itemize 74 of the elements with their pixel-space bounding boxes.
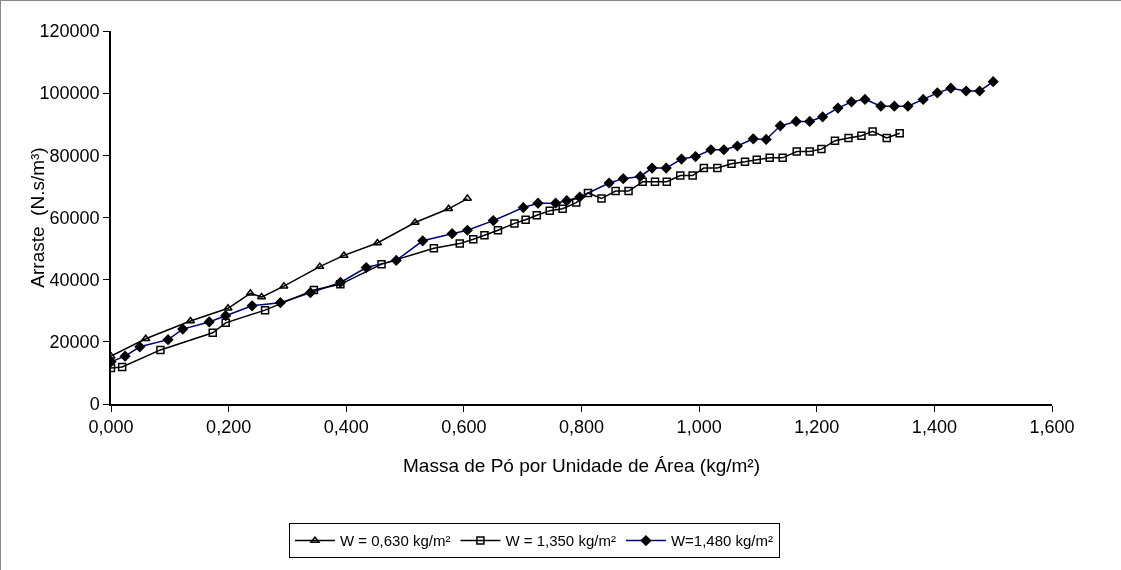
point: [185, 316, 196, 324]
point: [792, 147, 801, 156]
point: [571, 198, 581, 207]
y-tick-label: 0: [89, 394, 100, 415]
point: [597, 194, 606, 203]
point: [223, 304, 233, 311]
y-tick-label: 80000: [49, 145, 100, 166]
y-tick-label: 120000: [39, 21, 100, 42]
x-tick-label: 0,000: [88, 417, 134, 438]
point: [882, 133, 891, 143]
point: [805, 147, 814, 156]
point: [765, 153, 774, 163]
point: [676, 171, 685, 180]
point: [156, 345, 165, 355]
point: [624, 186, 633, 196]
x-tick-label: 1,200: [794, 417, 840, 438]
point: [493, 225, 503, 235]
point: [309, 285, 319, 295]
x-tick-label: 1,000: [676, 417, 722, 438]
point: [740, 157, 750, 167]
point: [377, 259, 386, 269]
point: [545, 206, 554, 215]
legend-label: W = 0,630 kg/m²: [339, 532, 451, 550]
point: [462, 194, 473, 202]
point: [713, 163, 722, 173]
point: [611, 186, 620, 196]
point: [662, 177, 672, 186]
y-tick-label: 20000: [49, 332, 100, 353]
point: [830, 136, 840, 145]
point: [558, 204, 567, 214]
point: [583, 188, 593, 198]
y-tick-label: 100000: [39, 83, 100, 104]
point: [699, 163, 709, 173]
point: [256, 292, 267, 300]
x-axis-title: Massa de Pó por Unidade de Área (kg/m²): [403, 454, 760, 476]
point: [521, 215, 530, 224]
point: [260, 305, 270, 315]
y-tick-label: 60000: [49, 207, 100, 228]
point: [443, 204, 454, 212]
point: [817, 144, 826, 154]
legend-label: W=1,480 kg/m²: [670, 532, 774, 550]
point: [429, 244, 439, 253]
point: [480, 230, 489, 240]
point: [895, 129, 904, 138]
point: [752, 155, 762, 164]
x-tick-label: 0,400: [323, 417, 369, 438]
point: [688, 171, 697, 180]
point: [455, 239, 465, 248]
x-tick-label: 0,800: [558, 417, 605, 438]
point: [510, 219, 519, 228]
point: [778, 153, 787, 163]
point: [844, 133, 853, 143]
point: [410, 218, 420, 225]
point: [208, 328, 217, 338]
point: [372, 238, 383, 246]
point: [727, 159, 736, 168]
point: [650, 177, 660, 186]
point: [469, 235, 478, 244]
legend-label: W = 1,350 kg/m²: [505, 532, 616, 550]
y-tick-label: 40000: [49, 269, 100, 290]
point: [117, 362, 127, 372]
point: [221, 318, 230, 328]
x-tick-label: 1,600: [1029, 417, 1075, 438]
y-axis-title: Arraste (N.s/m³): [26, 147, 48, 288]
x-tick-label: 0,600: [441, 417, 487, 438]
point: [279, 281, 289, 289]
point: [339, 251, 349, 258]
x-tick-label: 0,200: [206, 417, 252, 438]
x-tick-label: 1,400: [911, 417, 957, 438]
point: [140, 334, 151, 342]
point: [868, 127, 877, 136]
point: [314, 262, 325, 270]
point: [857, 131, 866, 140]
point: [532, 211, 542, 220]
